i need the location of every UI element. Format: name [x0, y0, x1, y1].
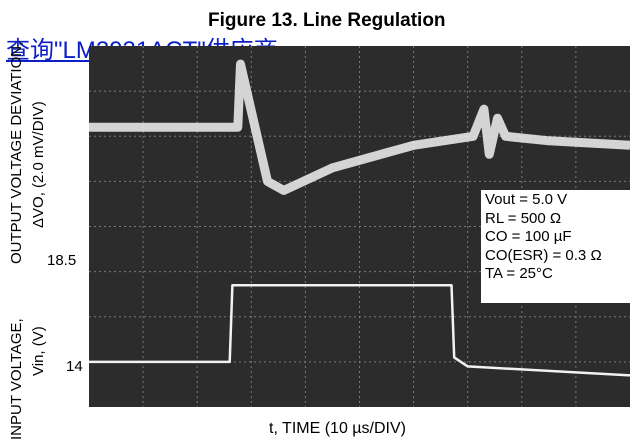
- condition-co-esr: CO(ESR) = 0.3 Ω: [485, 246, 602, 264]
- input-level-low: 14: [66, 358, 83, 375]
- input-voltage-trace: [89, 283, 630, 377]
- condition-vout: Vout = 5.0 V: [485, 191, 568, 208]
- output-ylabel-line1: OUTPUT VOLTAGE DEVIATION,: [8, 41, 25, 264]
- condition-co: CO = 100 µF: [485, 228, 572, 245]
- input-ylabel-line1: INPUT VOLTAGE,: [8, 318, 25, 440]
- x-axis-label: t, TIME (10 µs/DIV): [269, 420, 406, 437]
- condition-rl: RL = 500 Ω: [485, 209, 562, 227]
- input-level-high: 18.5: [47, 252, 77, 269]
- conditions-box: Vout = 5.0 V RL = 500 Ω CO = 100 µF CO(E…: [481, 190, 631, 303]
- condition-ta: TA = 25°C: [485, 265, 553, 282]
- output-ylabel-line2: ΔVO, (2.0 mV/DIV): [30, 101, 47, 228]
- input-ylabel-line2: Vin, (V): [30, 326, 47, 376]
- chart-title: Figure 13. Line Regulation: [208, 10, 446, 31]
- output-deviation-trace: [89, 59, 630, 195]
